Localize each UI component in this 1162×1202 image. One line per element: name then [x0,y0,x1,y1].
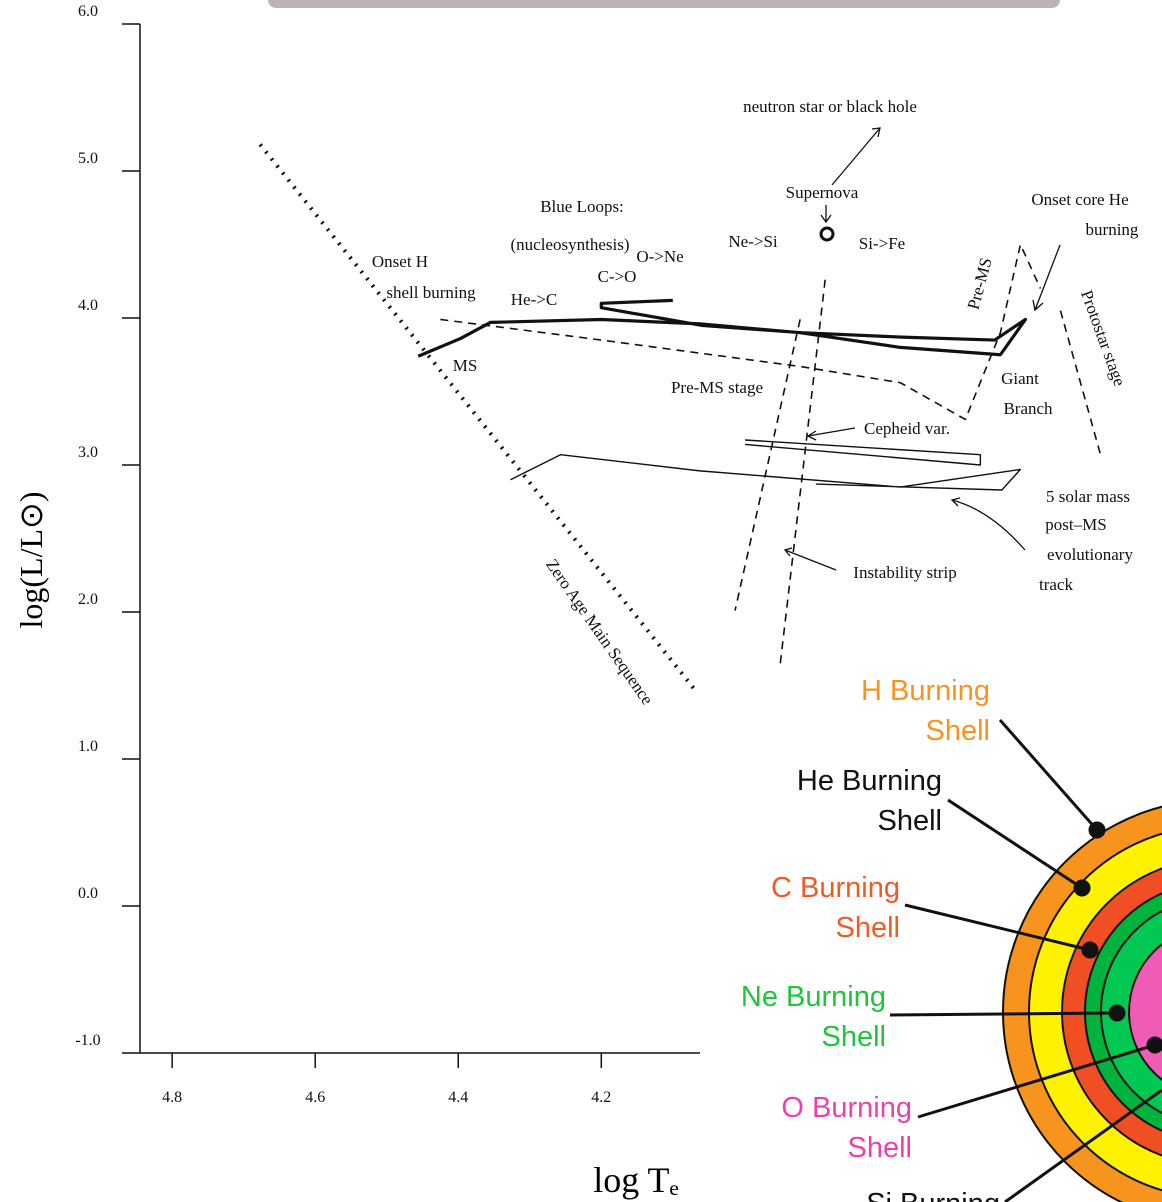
y-tick-label: 2.0 [78,591,98,608]
annotation: Zero Age Main Sequence [542,555,657,708]
arrows [783,127,1061,571]
shell-label: Shell [878,805,943,837]
annotation: post–MS [1045,515,1106,534]
annotation: Si->Fe [859,234,905,253]
x-tick-label: 4.4 [448,1089,468,1106]
annotation: O->Ne [636,247,683,266]
x-tick-label: 4.6 [305,1089,325,1106]
track [744,439,982,466]
annotation: (nucleosynthesis) [511,235,630,254]
y-axis-label: log(L/L⊙) [13,492,49,629]
track [440,243,1042,421]
annotation: Blue Loops: [540,197,624,216]
track [510,454,1022,491]
annotation: Cepheid var. [864,419,950,438]
track [417,298,1028,358]
track [258,143,697,692]
shell-label: Si Burning [866,1188,1000,1202]
annotation: MS [453,356,478,375]
track [1059,310,1102,455]
y-tick-label: -1.0 [75,1032,100,1049]
annotation: Ne->Si [728,232,778,251]
shell-label: H Burning [861,675,990,707]
annotation: track [1039,575,1073,594]
shell-label: C Burning [771,872,900,904]
banner [268,0,1060,8]
annotation: Supernova [786,183,859,202]
shell-label: Shell [836,912,901,944]
annotation: evolutionary [1047,545,1133,564]
shell-label: He Burning [797,765,942,797]
annotation: Giant [1001,369,1039,388]
x-axis-label: log Tₑ [593,1160,679,1200]
annotation: 5 solar mass [1046,487,1130,506]
x-tick-label: 4.2 [591,1089,611,1106]
annotation: Branch [1003,399,1053,418]
y-tick-label: 1.0 [78,738,98,755]
annotation: He->C [511,290,557,309]
annotation: Onset H [372,252,428,271]
annotation: Instability strip [853,563,956,582]
annotation: Pre-MS [964,256,996,312]
x-tick-label: 4.8 [162,1089,182,1106]
annotation: shell burning [386,283,476,302]
shell-label: Shell [822,1021,887,1053]
y-tick-label: 5.0 [78,150,98,167]
y-tick-label: 3.0 [78,444,98,461]
track [734,319,801,611]
shell-diagram: H Burning Shell He Burning Shell C Burning Sh… [741,675,1162,1202]
shell-label: Shell [926,715,991,747]
track [779,279,826,666]
annotation: Protostar stage [1077,288,1129,389]
annotation: neutron star or black hole [743,97,917,116]
annotation: Pre-MS stage [671,378,763,397]
annotation: burning [1086,220,1139,239]
shell-label: Ne Burning [741,981,886,1013]
annotation: C->O [598,267,637,286]
y-tick-label: 6.0 [78,3,98,20]
y-tick-label: 4.0 [78,297,98,314]
shell-label: O Burning [781,1092,912,1124]
y-tick-label: 0.0 [78,885,98,902]
shell-label: Shell [848,1132,913,1164]
annotation: Onset core He [1031,190,1128,209]
